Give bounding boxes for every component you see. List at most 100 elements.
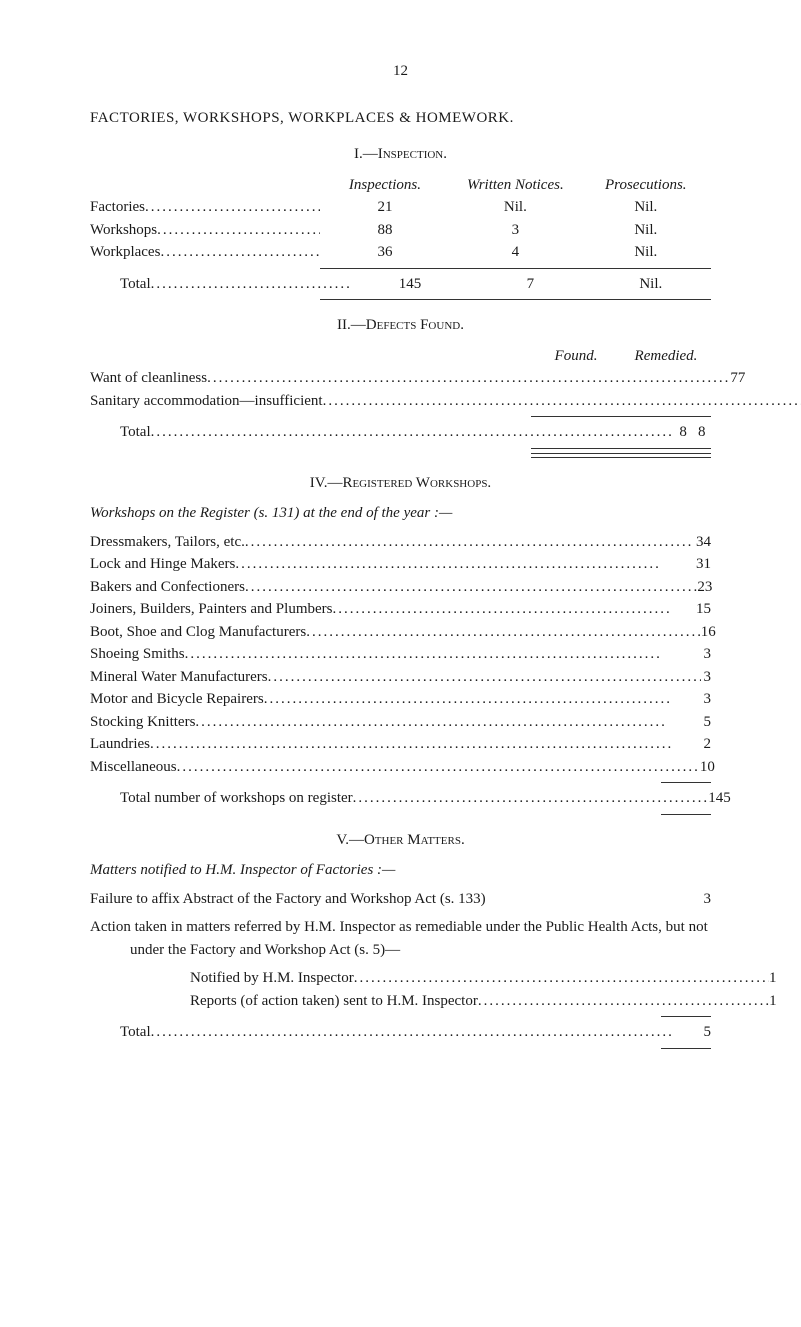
cell: 4	[450, 241, 580, 264]
list-item: Lock and Hinge Makers...................…	[90, 553, 711, 576]
list-item: Joiners, Builders, Painters and Plumbers…	[90, 598, 711, 621]
list-item: Shoeing Smiths..........................…	[90, 643, 711, 666]
total-row: Total...................................…	[90, 1021, 711, 1044]
leader-dots: ........................................…	[332, 598, 669, 621]
leader-dots: ........................................…	[235, 553, 661, 576]
cell: 145	[708, 787, 731, 810]
list-item: Laundries...............................…	[90, 733, 711, 756]
section-5-heading: V.—Other Matters.	[90, 829, 711, 852]
inspection-table: Inspections. Written Notices. Prosecutio…	[90, 174, 711, 301]
cell: Nil.	[591, 273, 711, 296]
row-label: Shoeing Smiths	[90, 643, 185, 666]
total-label: Total	[120, 1021, 151, 1044]
list-item: Bakers and Confectioners................…	[90, 576, 711, 599]
list-item: Miscellaneous...........................…	[90, 756, 711, 779]
row-label: Dressmakers, Tailors, etc.	[90, 531, 245, 554]
section-2-heading: II.—Defects Found.	[90, 314, 711, 337]
cell: 5	[674, 1021, 711, 1044]
cell: 88	[320, 219, 450, 242]
total-row: Total...................................…	[90, 421, 711, 444]
leader-dots: ........................................…	[145, 196, 320, 219]
cell: 7	[730, 367, 738, 390]
row-label: Reports (of action taken) sent to H.M. I…	[190, 990, 478, 1013]
cell: 3	[671, 688, 711, 711]
leader-dots: ........................................…	[264, 688, 671, 711]
leader-dots: ........................................…	[151, 421, 674, 444]
cell: 3	[450, 219, 580, 242]
cell: Nil.	[450, 196, 580, 219]
cell: 3	[661, 888, 711, 911]
main-title: FACTORIES, WORKSHOPS, WORKPLACES & HOMEW…	[90, 107, 711, 130]
section-1-heading: I.—Inspection.	[90, 143, 711, 166]
col-header-found: Found.	[531, 345, 621, 368]
divider	[661, 814, 711, 815]
row-label: Notified by H.M. Inspector	[190, 967, 354, 990]
total-row: Total...................................…	[90, 273, 711, 296]
section-4-heading: IV.—Registered Workshops.	[90, 472, 711, 495]
row-label: Laundries	[90, 733, 150, 756]
cell: 7	[470, 273, 590, 296]
table-row: Factories...............................…	[90, 196, 711, 219]
leader-dots: ........................................…	[157, 219, 320, 242]
cell: 16	[701, 621, 716, 644]
cell: 34	[694, 531, 711, 554]
leader-dots: ........................................…	[478, 990, 769, 1013]
leader-dots: ........................................…	[207, 367, 730, 390]
row-label: Mineral Water Manufacturers	[90, 666, 268, 689]
table-row: Workplaces..............................…	[90, 241, 711, 264]
cell: 23	[697, 576, 712, 599]
cell: 10	[700, 756, 715, 779]
divider	[531, 448, 711, 449]
divider	[661, 782, 711, 783]
divider	[531, 453, 711, 458]
leader-dots: ........................................…	[268, 666, 701, 689]
row-label: Lock and Hinge Makers	[90, 553, 235, 576]
col-header-remedied: Remedied.	[621, 345, 711, 368]
cell: 145	[350, 273, 470, 296]
divider	[320, 268, 711, 269]
list-item: Motor and Bicycle Repairers.............…	[90, 688, 711, 711]
cell: 3	[662, 643, 711, 666]
cell: 21	[320, 196, 450, 219]
cell: 8	[674, 421, 693, 444]
list-item: Dressmakers, Tailors, etc...............…	[90, 531, 711, 554]
row-label: Sanitary accommodation—insufficient	[90, 390, 323, 413]
row-label: Motor and Bicycle Repairers	[90, 688, 264, 711]
cell: Nil.	[581, 241, 711, 264]
section-5-para: Action taken in matters referred by H.M.…	[90, 916, 711, 961]
table-row: Sanitary accommodation—insufficient.....…	[90, 390, 711, 413]
leader-dots: ........................................…	[323, 390, 801, 413]
leader-dots: ........................................…	[160, 241, 319, 264]
row-label: Stocking Knitters	[90, 711, 195, 734]
divider	[661, 1016, 711, 1017]
col-header-inspections: Inspections.	[320, 174, 450, 197]
row-label: Workplaces	[90, 241, 160, 264]
leader-dots: ........................................…	[151, 1021, 674, 1044]
leader-dots: ........................................…	[177, 756, 700, 779]
total-label: Total	[120, 421, 151, 444]
row-label: Failure to affix Abstract of the Factory…	[90, 888, 486, 911]
cell: 15	[670, 598, 711, 621]
leader-dots: ........................................…	[306, 621, 700, 644]
row-label: Want of cleanliness	[90, 367, 207, 390]
cell: 36	[320, 241, 450, 264]
leader-dots: ........................................…	[195, 711, 666, 734]
row-label: Factories	[90, 196, 145, 219]
total-label: Total	[120, 273, 151, 296]
list-item: Boot, Shoe and Clog Manufacturers.......…	[90, 621, 711, 644]
leader-dots: ........................................…	[151, 273, 350, 296]
table-row: Workshops...............................…	[90, 219, 711, 242]
row-label: Miscellaneous	[90, 756, 177, 779]
row-label: Boot, Shoe and Clog Manufacturers	[90, 621, 306, 644]
divider	[531, 416, 711, 417]
page-number: 12	[90, 60, 711, 83]
leader-dots: ........................................…	[245, 531, 695, 554]
list-item: Failure to affix Abstract of the Factory…	[90, 888, 711, 911]
defects-table: Found. Remedied. Want of cleanliness....…	[90, 345, 711, 458]
leader-dots: ........................................…	[245, 576, 697, 599]
col-header-prosecutions: Prosecutions.	[581, 174, 711, 197]
table-row: Want of cleanliness.....................…	[90, 367, 711, 390]
list-item: Stocking Knitters.......................…	[90, 711, 711, 734]
leader-dots: ........................................…	[185, 643, 663, 666]
total-row: Total number of workshops on register...…	[90, 787, 711, 810]
